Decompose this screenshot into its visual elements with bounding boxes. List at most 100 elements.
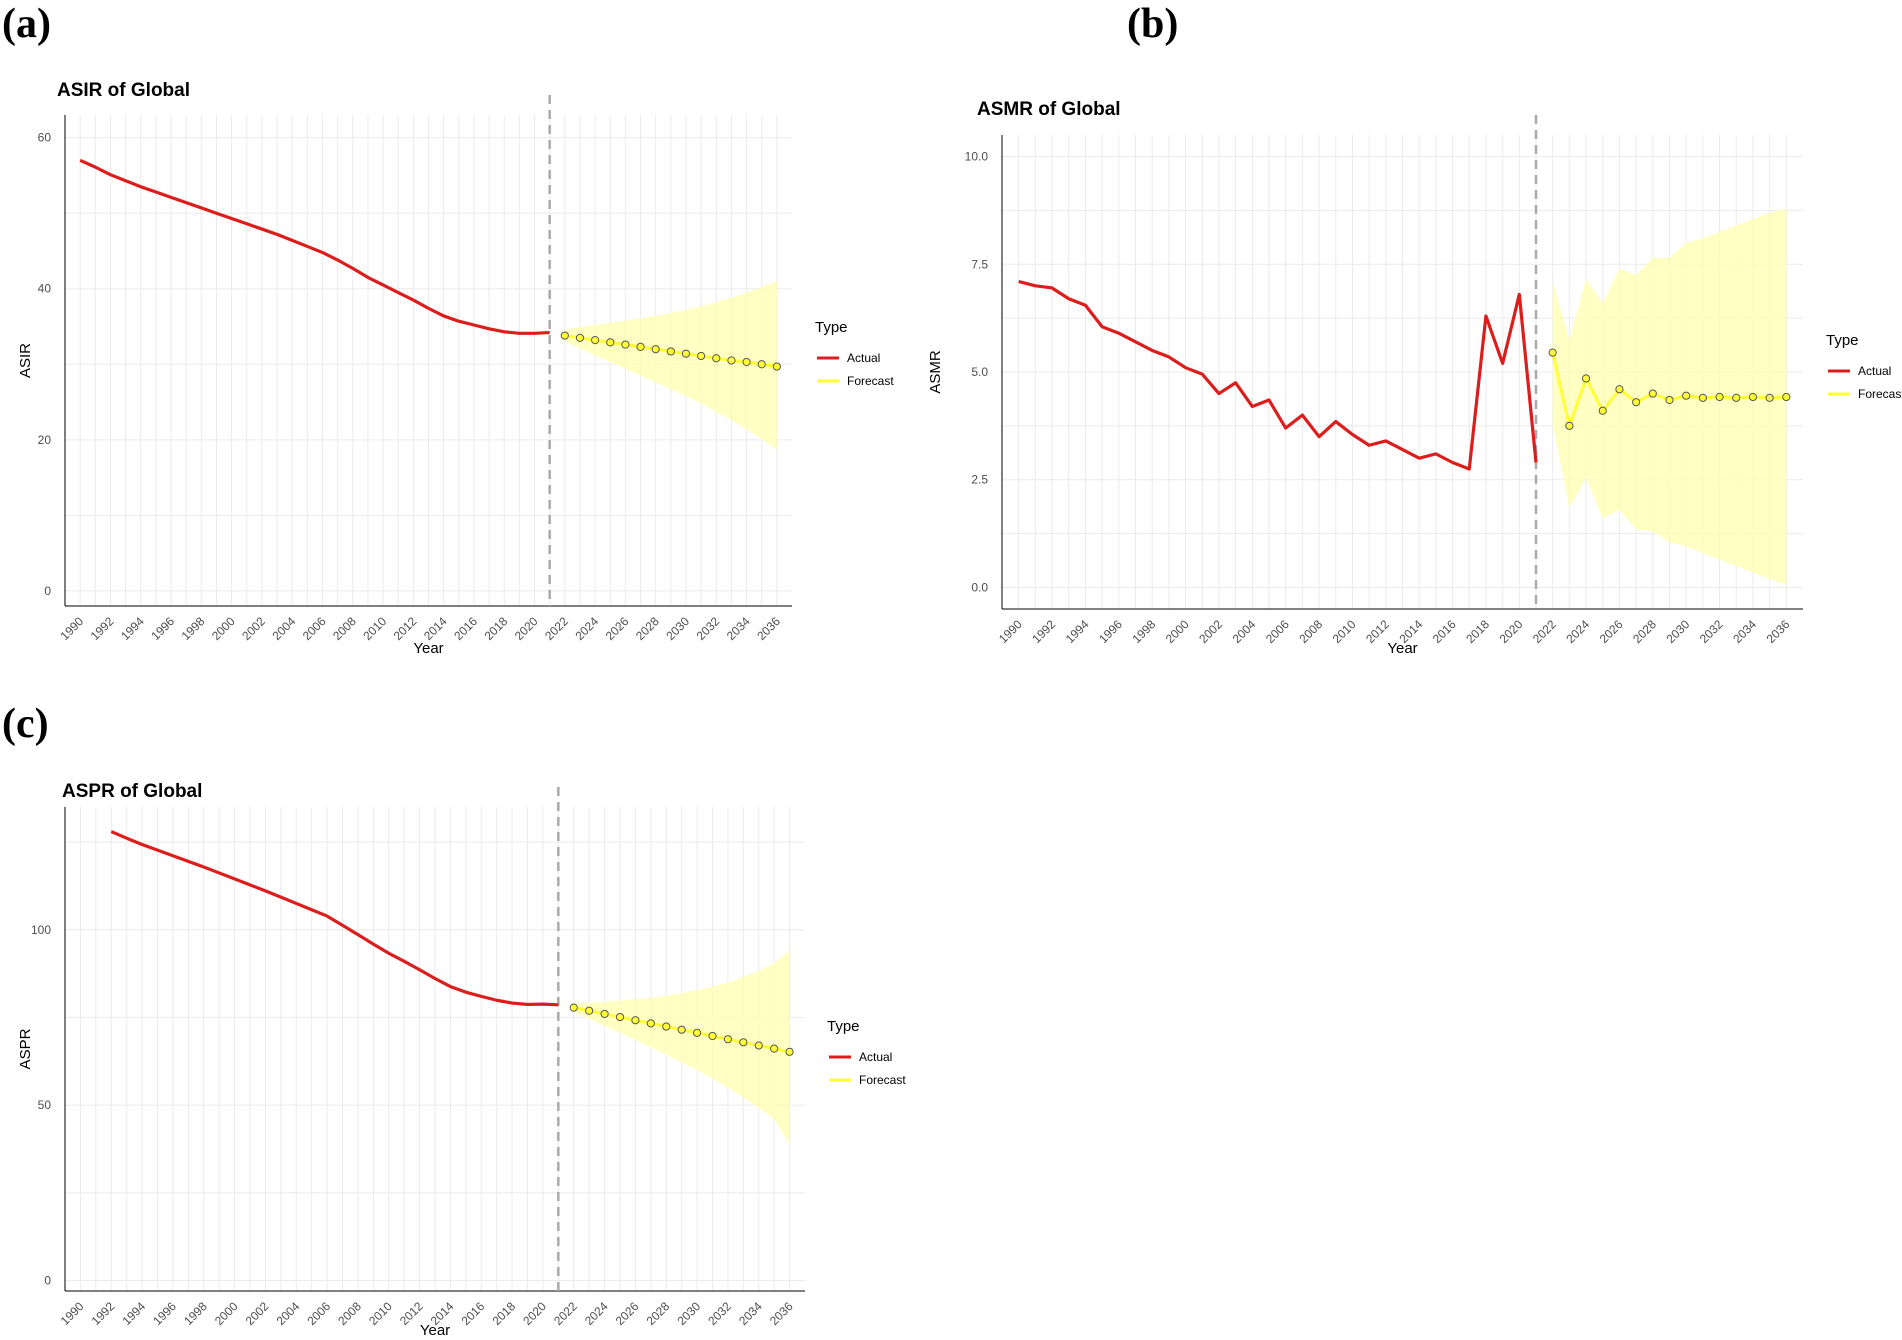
x-tick-label: 2012 (391, 614, 420, 643)
y-tick-label: 7.5 (971, 257, 988, 271)
x-tick-label: 1996 (148, 614, 177, 643)
x-tick-label: 1994 (119, 1299, 148, 1328)
forecast-point (631, 1016, 640, 1025)
legend-label-actual: Actual (859, 1050, 892, 1064)
forecast-point (1548, 348, 1557, 357)
forecast-point (662, 1022, 671, 1031)
forecast-point (1782, 392, 1791, 402)
x-axis-label: Year (420, 1322, 450, 1339)
forecast-point (708, 1031, 717, 1041)
forecast-point (1648, 389, 1657, 398)
forecast-point (772, 362, 781, 371)
x-tick-label: 2006 (1263, 617, 1292, 646)
forecast-confidence-band (564, 281, 777, 450)
forecast-point (1698, 393, 1707, 402)
x-tick-label: 2032 (694, 614, 723, 643)
forecast-point (560, 331, 569, 340)
forecast-point (1665, 395, 1674, 405)
forecast-point (723, 1035, 733, 1044)
x-tick-label: 1992 (89, 1299, 118, 1328)
x-tick-label: 2032 (1697, 617, 1726, 646)
forecast-point (1732, 393, 1741, 402)
forecast-point (712, 354, 721, 363)
x-tick-label: 2016 (459, 1299, 488, 1328)
x-tick-label: 2008 (335, 1299, 364, 1328)
forecast-point (1598, 406, 1607, 415)
forecast-point (606, 338, 615, 347)
x-tick-label: 2018 (489, 1299, 518, 1328)
x-tick-label: 2024 (1563, 617, 1592, 646)
legend-title: Type (1826, 332, 1859, 349)
forecast-point (615, 1012, 625, 1022)
panel-label-c: (c) (2, 701, 49, 747)
forecast-point (677, 1025, 686, 1034)
x-tick-label: 2018 (1463, 617, 1492, 646)
x-tick-label: 2016 (1430, 617, 1459, 646)
x-tick-label: 2026 (603, 614, 632, 643)
y-tick-label: 5.0 (971, 365, 988, 379)
legend: Type Actual Forecast (815, 319, 894, 388)
x-tick-label: 2004 (274, 1299, 303, 1328)
x-tick-label: 2006 (300, 614, 329, 643)
x-tick-label: 1990 (58, 1299, 87, 1328)
x-tick-label: 1994 (118, 614, 147, 643)
forecast-point (1765, 393, 1774, 402)
x-tick-label: 1992 (1029, 617, 1058, 646)
x-tick-label: 2026 (613, 1299, 642, 1328)
forecast-point (742, 357, 751, 367)
x-tick-label: 2016 (451, 614, 480, 643)
x-tick-label: 2022 (1530, 617, 1559, 646)
forecast-point (621, 340, 630, 349)
x-axis-label: Year (1387, 640, 1417, 657)
x-tick-label: 2036 (767, 1299, 796, 1328)
y-tick-label: 100 (31, 923, 51, 937)
forecast-point (1565, 421, 1574, 430)
x-tick-label: 2030 (1664, 617, 1693, 646)
y-tick-label: 0 (44, 584, 51, 598)
x-tick-label: 1994 (1063, 617, 1092, 646)
y-tick-label: 20 (38, 433, 52, 447)
y-tick-label: 0 (44, 1273, 51, 1287)
legend-label-forecast: Forecast (1858, 387, 1902, 401)
x-tick-label: 2034 (736, 1299, 765, 1328)
x-tick-label: 2036 (1764, 617, 1793, 646)
forecast-point (1615, 385, 1624, 394)
y-tick-label: 0.0 (971, 580, 988, 594)
legend-label-actual: Actual (1858, 364, 1891, 378)
y-axis-label: ASMR (927, 350, 944, 394)
panel-label-a: (a) (2, 1, 51, 47)
forecast-point (770, 1044, 779, 1053)
x-tick-label: 1990 (996, 617, 1025, 646)
chart-title: ASPR of Global (62, 781, 202, 802)
x-tick-label: 2020 (1497, 617, 1526, 646)
forecast-point (785, 1047, 794, 1056)
y-tick-label: 60 (38, 131, 52, 145)
x-tick-label: 2034 (724, 614, 753, 643)
forecast-point (1682, 391, 1691, 400)
forecast-point (585, 1006, 594, 1015)
forecast-point (697, 351, 706, 361)
x-tick-label: 2026 (1597, 617, 1626, 646)
forecast-point (681, 349, 691, 358)
x-tick-label: 2014 (421, 614, 450, 643)
x-tick-label: 2000 (1163, 617, 1192, 646)
forecast-point (591, 336, 600, 345)
forecast-point (1632, 398, 1641, 407)
x-tick-label: 2036 (754, 614, 783, 643)
legend-label-actual: Actual (847, 351, 880, 365)
y-axis-label: ASPR (17, 1028, 34, 1069)
x-tick-label: 2030 (674, 1299, 703, 1328)
forecast-point (646, 1019, 655, 1028)
forecast-point (727, 356, 736, 365)
legend: Type Actual Forecast (1826, 332, 1902, 401)
x-tick-label: 2018 (482, 614, 511, 643)
forecast-confidence-band (573, 950, 790, 1145)
x-tick-label: 2010 (1330, 617, 1359, 646)
forecast-point (1748, 392, 1758, 402)
x-tick-label: 1990 (57, 614, 86, 643)
legend: Type Actual Forecast (827, 1018, 906, 1087)
x-tick-label: 1998 (1130, 617, 1159, 646)
